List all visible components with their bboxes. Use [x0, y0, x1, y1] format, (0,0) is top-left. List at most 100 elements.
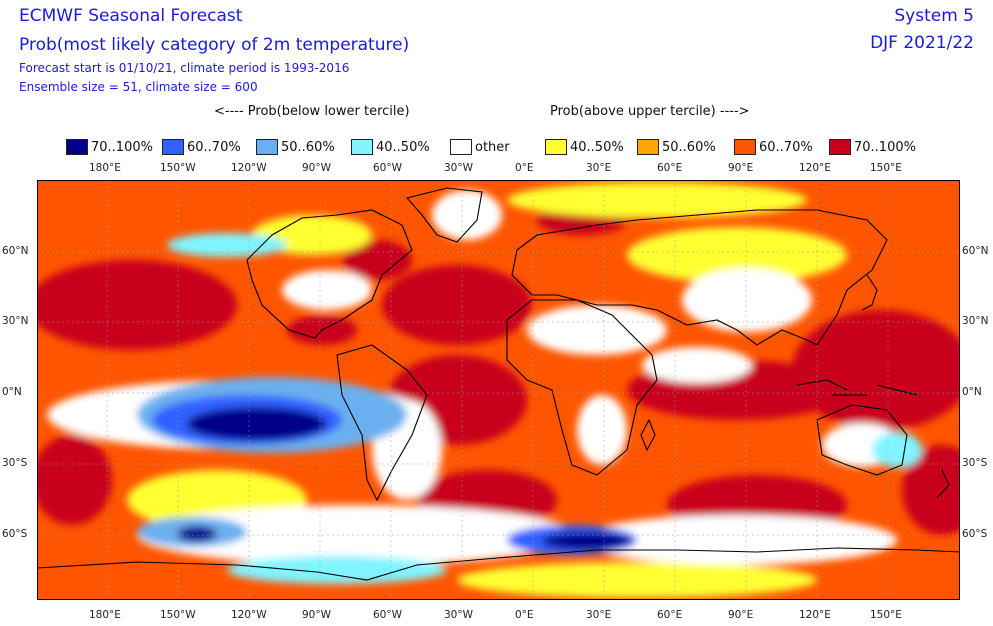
other-region-southern-africa: [577, 395, 627, 465]
legend-item: 50..60%: [256, 138, 335, 156]
legend-item: 60..70%: [162, 138, 241, 156]
other-region-asia-south: [642, 347, 752, 383]
longitude-tick-label: 90°E: [728, 609, 754, 621]
longitude-tick-label: 150°E: [870, 162, 902, 174]
legend-label: 60..70%: [187, 139, 241, 155]
legend-label: 70..100%: [854, 139, 916, 155]
legend-swatch: [351, 139, 373, 155]
system-label: System 5: [894, 6, 974, 26]
longitude-tick-label: 90°W: [302, 609, 331, 621]
legend-item: 50..60%: [637, 138, 716, 156]
latitude-tick-label: 30°S: [962, 457, 988, 469]
cold-region-weddell-core: [542, 532, 632, 550]
coastlines: [37, 187, 960, 581]
longitude-tick-label: 150°W: [160, 609, 196, 621]
longitude-tick-label: 0°E: [515, 162, 534, 174]
other-region-southern-ocean-east: [577, 515, 897, 565]
legend-swatch: [66, 139, 88, 155]
cold-region-north-pacific: [167, 233, 287, 257]
indonesia-islands: [796, 379, 918, 396]
legend-item: 70..100%: [829, 138, 916, 156]
gridlines: [37, 180, 960, 600]
latitude-tick-label: 60°S: [2, 528, 28, 540]
legend-swatch: [637, 139, 659, 155]
other-region-central-asia: [682, 268, 812, 332]
eurasia-coast: [511, 209, 888, 346]
legend-swatch: [256, 139, 278, 155]
legend-item: 40..50%: [351, 138, 430, 156]
longitude-tick-label: 30°W: [444, 162, 473, 174]
legend-below-heading: <---- Prob(below lower tercile): [214, 104, 410, 119]
cold-region-east-pacific-strong: [187, 407, 327, 441]
legend-label: 40..50%: [376, 139, 430, 155]
longitude-tick-label: 30°E: [586, 609, 612, 621]
map-frame: [37, 180, 960, 600]
longitude-tick-label: 60°E: [657, 609, 683, 621]
longitude-tick-label: 180°E: [89, 609, 121, 621]
title: ECMWF Seasonal Forecast: [19, 6, 243, 26]
legend-label: other: [475, 139, 510, 155]
legend-label: 50..60%: [281, 139, 335, 155]
legend-item: 40..50%: [545, 138, 624, 156]
new-zealand-islands: [936, 469, 950, 499]
ensemble-size-info: Ensemble size = 51, climate size = 600: [19, 80, 258, 94]
longitude-tick-label: 150°E: [870, 609, 902, 621]
south-america-coast: [336, 344, 428, 502]
latitude-tick-label: 30°N: [962, 315, 989, 327]
legend-above-heading: Prob(above upper tercile) ---->: [550, 104, 750, 119]
other-region-north-africa: [527, 305, 667, 355]
cold-region-south-pacific-core: [177, 526, 217, 542]
legend-item: 60..70%: [734, 138, 813, 156]
latitude-tick-label: 60°S: [962, 528, 988, 540]
madagascar-island: [640, 418, 656, 452]
other-region-north-america: [282, 270, 372, 310]
latitude-tick-label: 60°N: [962, 245, 989, 257]
legend-swatch: [450, 139, 472, 155]
legend-label: 70..100%: [91, 139, 153, 155]
legend-label: 50..60%: [662, 139, 716, 155]
legend-swatch: [829, 139, 851, 155]
longitude-tick-label: 180°E: [89, 162, 121, 174]
longitude-tick-label: 90°W: [302, 162, 331, 174]
longitude-tick-label: 0°E: [515, 609, 534, 621]
longitude-tick-label: 150°W: [160, 162, 196, 174]
longitude-tick-label: 120°W: [231, 162, 267, 174]
cold-region-antarctic-west: [227, 556, 447, 584]
longitude-tick-label: 60°W: [373, 162, 402, 174]
forecast-start-info: Forecast start is 01/10/21, climate peri…: [19, 61, 350, 75]
longitude-tick-label: 90°E: [728, 162, 754, 174]
north-america-coast: [246, 209, 413, 339]
warm-region-south-pacific: [37, 435, 112, 525]
latitude-tick-label: 30°N: [2, 315, 29, 327]
legend-item: other: [450, 138, 510, 156]
latitude-tick-label: 0°N: [2, 386, 22, 398]
longitude-tick-label: 30°W: [444, 609, 473, 621]
longitude-tick-label: 30°E: [586, 162, 612, 174]
longitude-tick-label: 120°E: [799, 162, 831, 174]
longitude-tick-label: 120°E: [799, 609, 831, 621]
africa-coast: [506, 299, 658, 476]
latitude-tick-label: 60°N: [2, 245, 29, 257]
longitude-tick-label: 60°E: [657, 162, 683, 174]
antarctica-coast: [37, 547, 960, 581]
australia-coast: [816, 404, 908, 476]
latitude-tick-label: 0°N: [962, 386, 982, 398]
greenland-coast: [405, 187, 483, 243]
warm-region-west-pacific: [792, 310, 960, 430]
legend-swatch: [162, 139, 184, 155]
longitude-tick-label: 120°W: [231, 609, 267, 621]
subtitle: Prob(most likely category of 2m temperat…: [19, 35, 410, 55]
warm-region-north-pacific: [37, 260, 237, 350]
warm-region-north-america: [342, 240, 412, 280]
other-region-greenland: [432, 190, 502, 240]
yellow-region-arctic: [507, 182, 807, 218]
longitude-tick-label: 60°W: [373, 609, 402, 621]
japan-islands: [861, 274, 878, 311]
yellow-region-siberia: [627, 227, 847, 283]
legend-label: 40..50%: [570, 139, 624, 155]
latitude-tick-label: 30°S: [2, 457, 28, 469]
season-label: DJF 2021/22: [870, 33, 974, 53]
legend-label: 60..70%: [759, 139, 813, 155]
legend-swatch: [545, 139, 567, 155]
cold-region-australia-east: [872, 432, 922, 468]
